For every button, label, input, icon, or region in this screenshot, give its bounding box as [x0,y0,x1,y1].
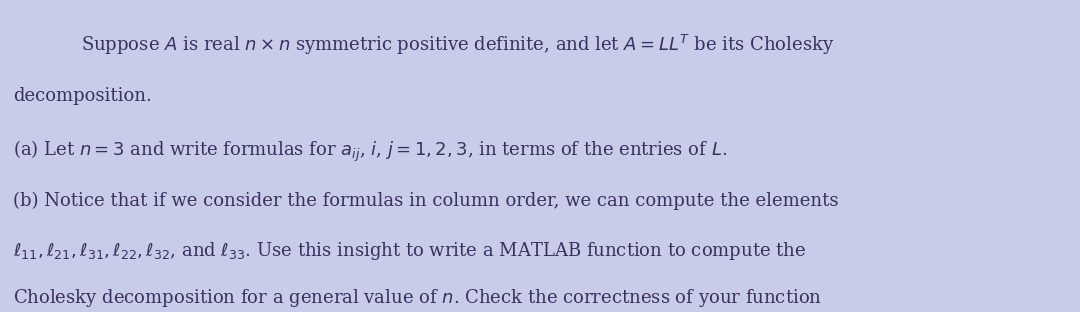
Text: (b) Notice that if we consider the formulas in column order, we can compute the : (b) Notice that if we consider the formu… [13,192,838,210]
Text: $\ell_{11},\ell_{21},\ell_{31},\ell_{22},\ell_{32}$, and $\ell_{33}$. Use this i: $\ell_{11},\ell_{21},\ell_{31},\ell_{22}… [13,240,806,262]
Text: Cholesky decomposition for a general value of $\mathit{n}$. Check the correctnes: Cholesky decomposition for a general val… [13,287,822,309]
Text: Suppose $\mathit{A}$ is real $\mathit{n}\times\mathit{n}$ symmetric positive def: Suppose $\mathit{A}$ is real $\mathit{n}… [81,33,835,57]
Text: decomposition.: decomposition. [13,87,152,105]
Text: (a) Let $\mathit{n}=3$ and write formulas for $\mathit{a}_{ij}$, $\mathit{i}$, $: (a) Let $\mathit{n}=3$ and write formula… [13,139,727,164]
